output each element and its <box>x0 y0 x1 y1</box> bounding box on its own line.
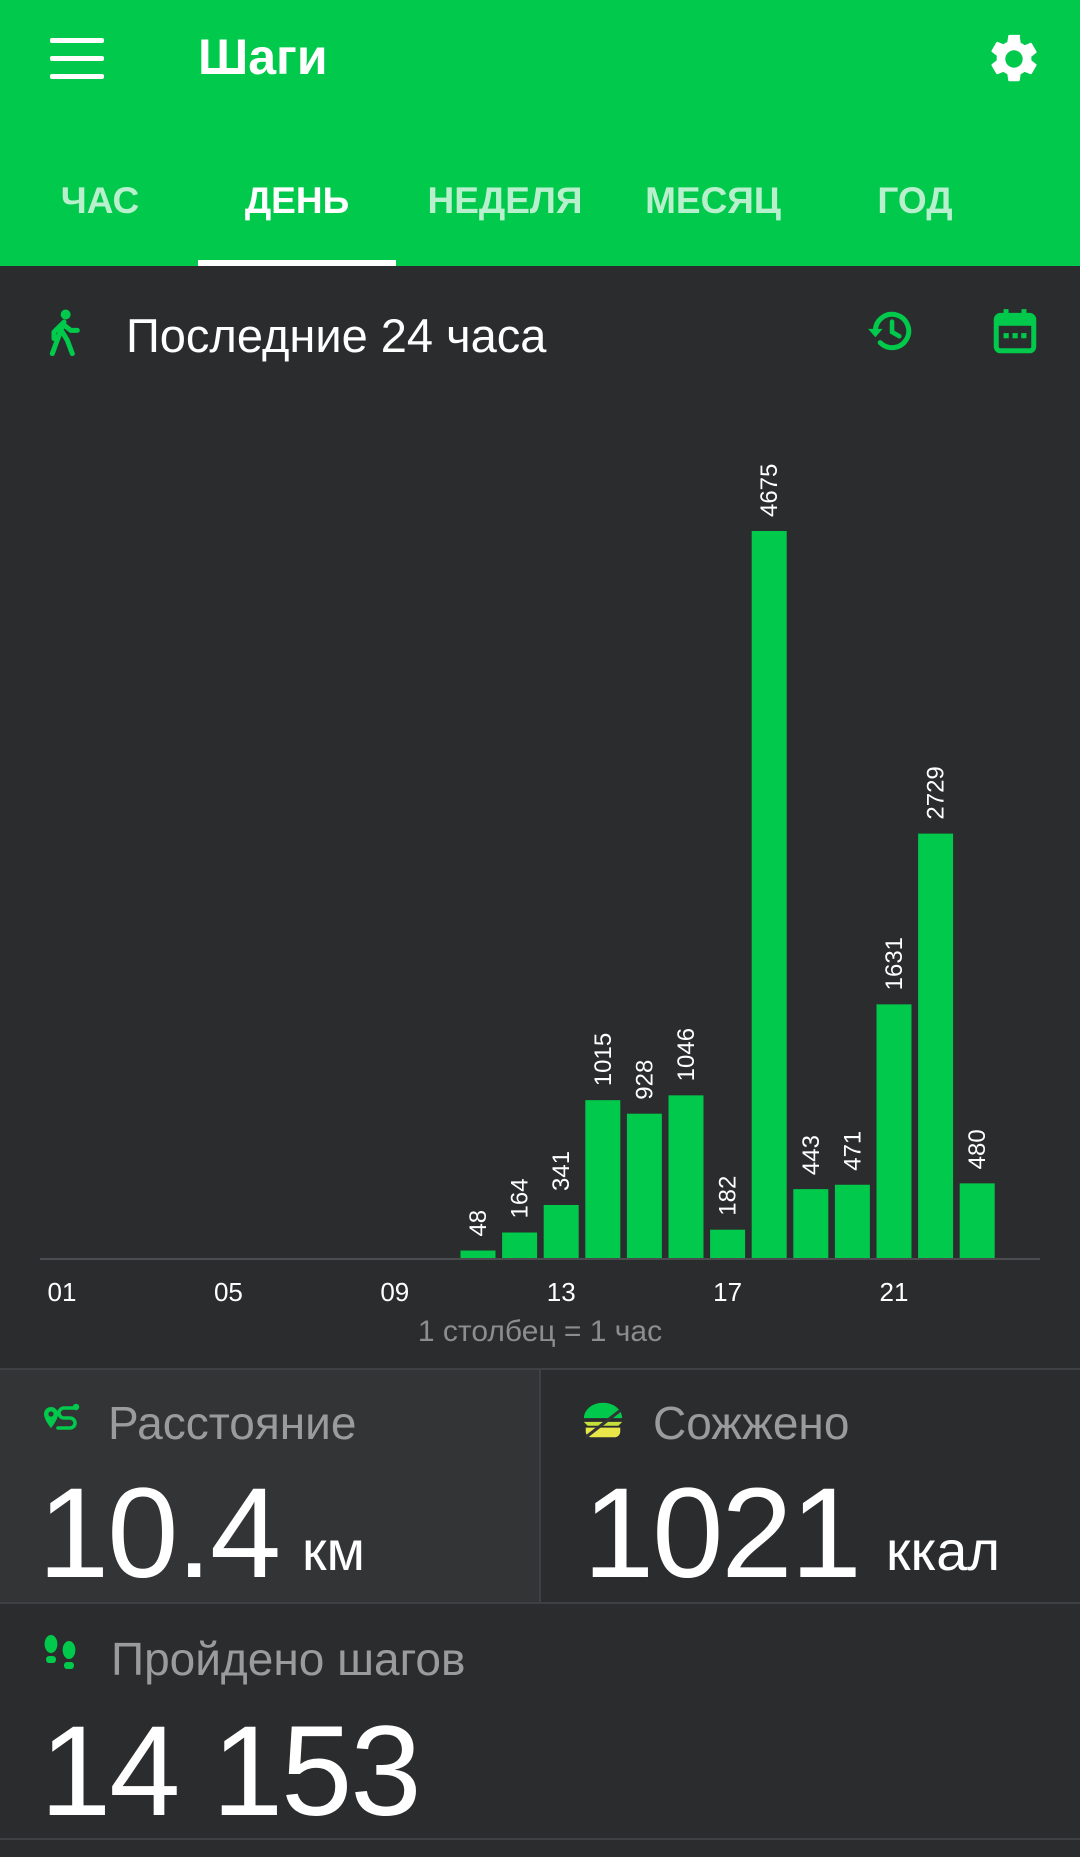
chart-data-label: 480 <box>964 1129 991 1169</box>
divider <box>0 1838 1080 1840</box>
active-tab-indicator <box>198 260 396 266</box>
calendar-icon[interactable] <box>990 306 1040 356</box>
chart-bar[interactable] <box>460 1250 496 1258</box>
chart-bar[interactable] <box>585 1100 621 1258</box>
chart-data-label: 4675 <box>756 464 783 517</box>
chart-data-label: 443 <box>798 1135 825 1175</box>
period-tabs: ЧАС ДЕНЬ НЕДЕЛЯ МЕСЯЦ ГОД <box>0 166 1080 266</box>
divider <box>0 1602 1080 1604</box>
tab-week[interactable]: НЕДЕЛЯ <box>427 180 583 221</box>
burger-icon <box>583 1402 623 1439</box>
menu-icon[interactable] <box>50 38 104 80</box>
chart-data-label: 2729 <box>923 766 950 819</box>
chart-bar[interactable] <box>710 1229 746 1258</box>
chart-bar[interactable] <box>876 1004 912 1258</box>
chart-footnote: 1 столбец = 1 час <box>417 1315 663 1348</box>
steps-label: Пройдено шагов <box>111 1633 466 1685</box>
distance-label: Расстояние <box>108 1397 357 1449</box>
chart-bar[interactable] <box>626 1113 662 1258</box>
chart-data-label: 341 <box>548 1151 575 1191</box>
x-tick-label: 17 <box>713 1277 742 1307</box>
chart-bar[interactable] <box>751 531 787 1258</box>
x-tick-label: 05 <box>214 1277 243 1307</box>
calories-label: Сожжено <box>653 1397 850 1449</box>
gear-icon[interactable] <box>985 30 1043 88</box>
divider <box>539 1370 541 1602</box>
distance-card <box>0 1370 540 1602</box>
chart-data-label: 164 <box>507 1178 534 1218</box>
footprints-icon <box>44 1635 76 1669</box>
hourly-steps-chart: 48 164 341 1015 928 1046 182 4675 443 471 1631 2729… <box>40 464 1040 1307</box>
route-icon <box>44 1403 80 1430</box>
tab-day[interactable]: ДЕНЬ <box>244 180 350 221</box>
chart-bar[interactable] <box>834 1184 870 1258</box>
chart-data-label: 1046 <box>673 1028 700 1081</box>
chart-bar[interactable] <box>793 1189 829 1258</box>
steps-value: 14 153 <box>40 1700 421 1843</box>
app-title: Шаги <box>198 29 328 85</box>
history-icon[interactable] <box>866 306 916 356</box>
chart-data-label: 1631 <box>881 937 908 990</box>
chart-data-label: 928 <box>631 1060 658 1100</box>
walking-icon <box>49 309 80 356</box>
chart-data-label: 1015 <box>590 1033 617 1086</box>
chart-bar[interactable] <box>668 1095 704 1258</box>
period-header: Последние 24 часа <box>0 300 1080 370</box>
chart-bar[interactable] <box>918 833 954 1258</box>
divider <box>0 1368 1080 1370</box>
calories-value: 1021 <box>583 1462 862 1605</box>
chart-bar[interactable] <box>502 1232 538 1258</box>
period-title: Последние 24 часа <box>126 309 547 362</box>
chart-data-label: 182 <box>715 1176 742 1216</box>
chart-bar[interactable] <box>543 1204 579 1258</box>
x-tick-label: 13 <box>547 1277 576 1307</box>
calories-unit: ккал <box>886 1519 1001 1582</box>
x-tick-label: 21 <box>880 1277 909 1307</box>
chart-data-label: 471 <box>839 1131 866 1171</box>
distance-value: 10.4 <box>38 1462 281 1605</box>
app-bar: Шаги ЧАС ДЕНЬ НЕДЕЛЯ МЕСЯЦ ГОД <box>0 0 1080 266</box>
chart-bar[interactable] <box>959 1183 995 1258</box>
x-tick-label: 09 <box>380 1277 409 1307</box>
chart-data-label: 48 <box>465 1210 492 1237</box>
x-tick-label: 01 <box>48 1277 77 1307</box>
tab-hour[interactable]: ЧАС <box>60 180 140 221</box>
distance-unit: км <box>302 1519 365 1582</box>
tab-year[interactable]: ГОД <box>877 180 953 221</box>
tab-month[interactable]: МЕСЯЦ <box>645 180 781 221</box>
